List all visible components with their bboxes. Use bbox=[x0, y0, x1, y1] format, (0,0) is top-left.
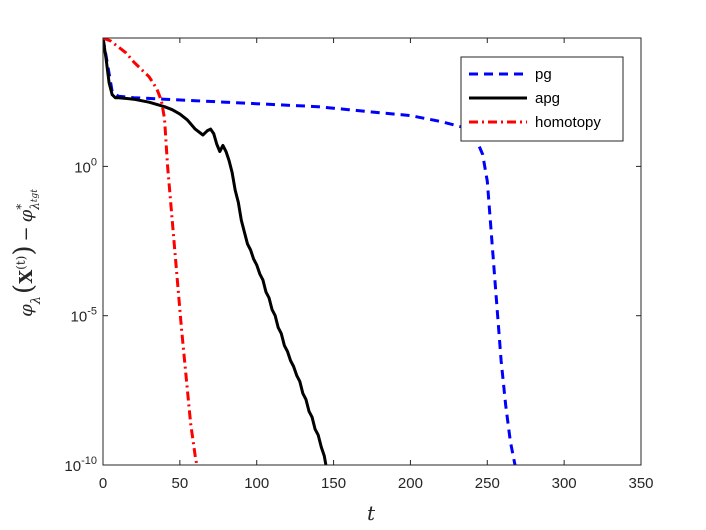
x-tick-label: 150 bbox=[321, 475, 346, 492]
y-tick-label: 10-5 bbox=[71, 306, 97, 326]
x-tick-label: 300 bbox=[552, 475, 577, 492]
series-line-apg bbox=[103, 38, 328, 465]
x-tick-label: 250 bbox=[475, 475, 500, 492]
y-tick-label: 10-10 bbox=[64, 455, 97, 475]
legend: pg apg homotopy bbox=[460, 56, 624, 142]
axes-box bbox=[102, 37, 642, 466]
legend-label-pg: pg bbox=[535, 66, 552, 83]
labels-layer: 0 50 100 150 200 250 300 350 100 10-5 10-10 bbox=[64, 156, 653, 492]
series-layer bbox=[103, 38, 517, 465]
series-line-homotopy bbox=[103, 38, 199, 465]
y-tick-label: 100 bbox=[74, 156, 97, 176]
x-tick-label: 200 bbox=[398, 475, 423, 492]
legend-label-homotopy: homotopy bbox=[535, 114, 601, 131]
x-tick-label: 100 bbox=[244, 475, 269, 492]
x-tick-label: 0 bbox=[99, 475, 107, 492]
x-tick-label: 350 bbox=[628, 475, 653, 492]
y-axis-title: φλ(X(t))−φ*λtgt bbox=[9, 189, 44, 317]
ticks-layer bbox=[102, 38, 642, 466]
x-axis-title: t bbox=[367, 501, 376, 525]
x-tick-label: 50 bbox=[172, 475, 189, 492]
legend-label-apg: apg bbox=[535, 90, 560, 107]
svg-text:φλ(X(t))−φ*λtgt: φλ(X(t))−φ*λtgt bbox=[9, 189, 44, 317]
